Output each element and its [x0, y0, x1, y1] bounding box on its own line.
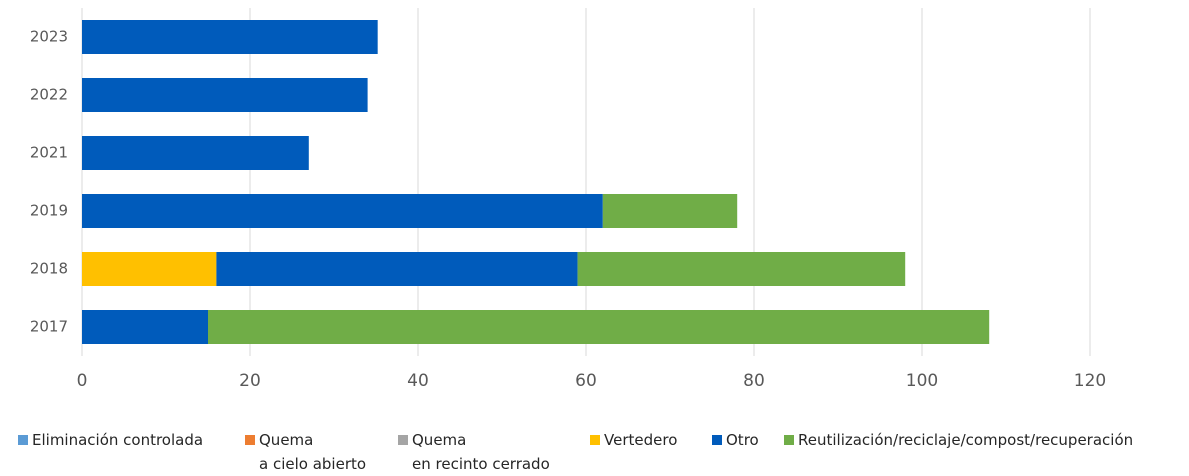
- bar-segment: [208, 310, 990, 344]
- legend-swatch: [784, 435, 794, 445]
- legend-item: Reutilización/reciclaje/compost/recupera…: [784, 428, 1133, 452]
- x-tick-label: 120: [1074, 371, 1106, 391]
- bar-segment: [82, 194, 603, 228]
- y-tick-label: 2017: [30, 318, 68, 336]
- legend-swatch: [398, 435, 408, 445]
- y-tick-label: 2019: [30, 202, 68, 220]
- legend-label: Vertedero: [604, 431, 678, 449]
- legend-swatch: [18, 435, 28, 445]
- legend-item: Quema a cielo abierto: [245, 428, 366, 476]
- legend-item: Eliminación controlada: [18, 428, 203, 452]
- legend: Eliminación controlada Quema a cielo abie…: [0, 428, 1189, 474]
- x-tick-label: 0: [77, 371, 88, 391]
- legend-swatch: [712, 435, 722, 445]
- x-tick-label: 20: [239, 371, 261, 391]
- bar-segment: [577, 252, 906, 286]
- legend-label: Reutilización/reciclaje/compost/recupera…: [798, 431, 1134, 449]
- bar-segment: [82, 78, 368, 112]
- legend-swatch: [245, 435, 255, 445]
- legend-item: Otro: [712, 428, 759, 452]
- x-tick-label: 60: [575, 371, 597, 391]
- legend-item: Vertedero: [590, 428, 677, 452]
- bar-segment: [216, 252, 578, 286]
- y-tick-label: 2022: [30, 86, 68, 104]
- chart: 0 20 40 60 80 100 120 2017 2018 2019 2021 2022 2023: [30, 8, 1106, 391]
- bar-segment: [82, 252, 217, 286]
- legend-label: Quema en recinto cerrado: [412, 431, 550, 473]
- bar-segment: [602, 194, 738, 228]
- legend-label: Eliminación controlada: [32, 431, 204, 449]
- bar-segment: [82, 310, 208, 344]
- legend-swatch: [590, 435, 600, 445]
- bar-segment: [82, 136, 309, 170]
- legend-item: Quema en recinto cerrado: [398, 428, 550, 476]
- bar-segment: [82, 20, 378, 54]
- y-tick-label: 2023: [30, 28, 68, 46]
- legend-label: Otro: [726, 431, 759, 449]
- y-tick-label: 2018: [30, 260, 68, 278]
- y-tick-label: 2021: [30, 144, 68, 162]
- legend-label: Quema a cielo abierto: [259, 431, 367, 473]
- x-tick-label: 40: [407, 371, 429, 391]
- x-tick-label: 80: [743, 371, 765, 391]
- x-tick-label: 100: [906, 371, 938, 391]
